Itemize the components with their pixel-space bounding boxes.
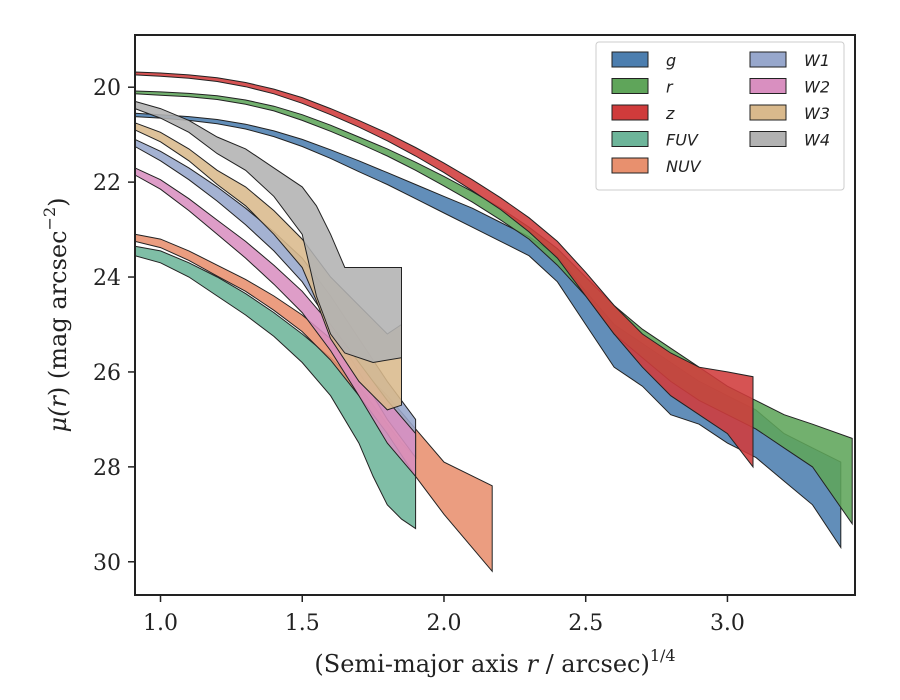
legend-label-w2: W2: [804, 78, 830, 97]
band-g: [134, 112, 842, 550]
legend-swatch-z: [611, 104, 649, 121]
band-z: [134, 71, 754, 469]
legend-label-nuv: NUV: [666, 157, 702, 176]
y-tick-label: 20: [93, 76, 121, 101]
y-tick-label: 24: [93, 266, 121, 291]
legend-swatch-r: [611, 78, 649, 94]
data-bands: [134, 71, 853, 573]
y-tick-label: 22: [93, 171, 121, 196]
plot-frame: [134, 34, 856, 596]
legend-label-fuv: FUV: [666, 131, 699, 150]
y-tick-label: 30: [93, 551, 121, 576]
y-axis-title: μ(r) (mag arcsec−2): [40, 197, 72, 432]
legend-swatch-w3: [749, 104, 787, 121]
x-tick-label: 3.0: [710, 611, 745, 636]
x-tick-label: 1.0: [143, 611, 178, 636]
legend-swatch-w2: [749, 78, 787, 94]
legend-label-w1: W1: [804, 51, 830, 70]
y-axis: 20 22 24 26 28 30: [93, 76, 135, 576]
legend-swatch-g: [611, 51, 649, 68]
x-tick-label: 2.0: [426, 611, 461, 636]
y-tick-label: 28: [93, 456, 121, 481]
legend-swatch-w1: [749, 51, 787, 68]
band-w4: [134, 100, 402, 364]
legend-label-z: z: [665, 104, 675, 123]
x-tick-label: 2.5: [568, 611, 603, 636]
legend: grz FUV NUV W1 W2 W3 W4: [595, 41, 845, 191]
legend-swatch-w4: [749, 131, 787, 147]
x-axis-title: (Semi-major axis r / arcsec)1/4: [314, 646, 675, 678]
legend-label-w4: W4: [804, 131, 830, 150]
band-nuv: [134, 233, 493, 573]
x-axis: 1.0 1.5 2.0 2.5 3.0: [143, 595, 745, 636]
legend-label-w3: W3: [804, 104, 830, 123]
legend-swatch-fuv: [611, 131, 649, 147]
legend-label-r: r: [666, 78, 674, 97]
band-w2: [134, 167, 417, 478]
legend-swatch-nuv: [611, 157, 649, 174]
x-tick-label: 1.5: [285, 611, 320, 636]
legend-label-g: g: [666, 51, 676, 70]
band-r: [134, 90, 853, 526]
y-tick-label: 26: [93, 361, 121, 386]
